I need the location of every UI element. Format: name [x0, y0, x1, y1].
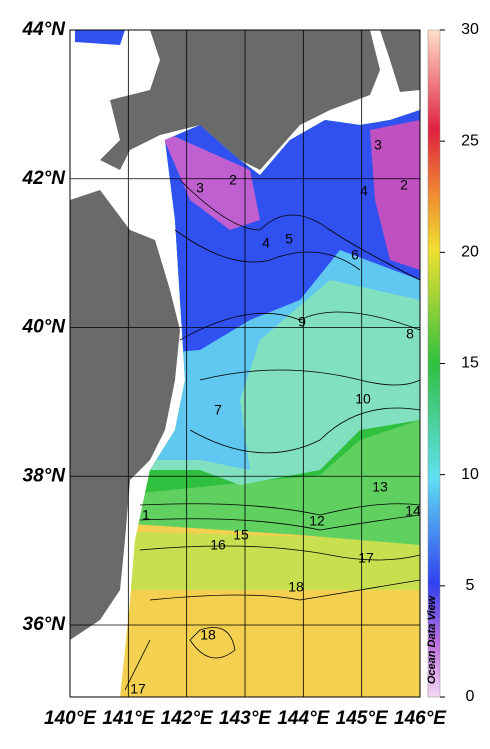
- contour-label: 7: [214, 402, 222, 418]
- lat-label: 38°N: [23, 465, 67, 486]
- lat-label: 40°N: [22, 317, 67, 338]
- lon-label: 145°E: [336, 708, 389, 729]
- colorbar-label: 10: [461, 466, 479, 483]
- contour-label: 3: [196, 180, 204, 196]
- contour-label: 18: [200, 627, 216, 643]
- lon-label: 141°E: [102, 708, 155, 729]
- contour-label: 2: [229, 172, 237, 188]
- colorbar-label: 20: [461, 244, 479, 261]
- land-hokkaido: [100, 30, 380, 170]
- contours: [124, 179, 421, 691]
- land-kuril: [380, 30, 420, 92]
- colorbar-label: 25: [461, 132, 479, 149]
- colorbar-label: 15: [461, 355, 479, 372]
- colorbar-label: 5: [466, 577, 475, 594]
- lon-label: 143°E: [219, 708, 272, 729]
- contour-label: 15: [233, 527, 249, 543]
- contour-label: 1: [142, 507, 150, 523]
- contour-label: 4: [360, 183, 368, 199]
- contour-label: 14: [405, 503, 421, 519]
- lat-label: 42°N: [22, 168, 67, 189]
- land-honshu: [70, 190, 180, 640]
- graticule: [69, 29, 421, 697]
- contour-label: 17: [130, 681, 146, 697]
- contour-label: 6: [351, 247, 359, 263]
- contour-label: 8: [406, 326, 414, 342]
- contour-label: 10: [355, 391, 371, 407]
- contour-label: 4: [262, 235, 270, 251]
- lon-label: 140°E: [44, 708, 97, 729]
- lon-label: 142°E: [161, 708, 214, 729]
- contour-label: 16: [210, 537, 226, 553]
- credit: Ocean Data View: [426, 594, 438, 684]
- lon-label: 144°E: [277, 708, 330, 729]
- contour-label: 9: [298, 314, 306, 330]
- lat-label: 44°N: [22, 19, 67, 40]
- contour-label: 5: [285, 231, 293, 247]
- ocean-patch: [75, 30, 125, 45]
- contour-label: 12: [309, 513, 325, 529]
- colorbar-label: 0: [466, 688, 475, 705]
- contour-label: 13: [372, 479, 388, 495]
- contour-label: 18: [288, 579, 304, 595]
- colorbar-label: 30: [461, 21, 479, 38]
- contour-label: 2: [400, 177, 408, 193]
- contour-label: 17: [358, 550, 374, 566]
- lat-label: 36°N: [23, 614, 67, 635]
- lon-label: 146°E: [394, 708, 447, 729]
- contour-label: 3: [374, 137, 382, 153]
